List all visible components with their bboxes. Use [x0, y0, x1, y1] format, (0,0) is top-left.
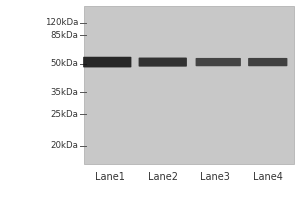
Text: Lane1: Lane1 [95, 172, 125, 182]
Text: Lane2: Lane2 [148, 172, 178, 182]
FancyBboxPatch shape [248, 58, 287, 66]
Text: 85kDa: 85kDa [50, 31, 78, 40]
Text: 35kDa: 35kDa [50, 88, 78, 97]
FancyBboxPatch shape [196, 58, 241, 66]
Text: Lane4: Lane4 [253, 172, 283, 182]
FancyBboxPatch shape [83, 57, 131, 67]
Text: 20kDa: 20kDa [50, 141, 78, 150]
Text: 120kDa: 120kDa [45, 18, 78, 27]
FancyBboxPatch shape [139, 58, 187, 67]
Text: Lane3: Lane3 [200, 172, 230, 182]
Bar [84, 6, 294, 164]
Text: 25kDa: 25kDa [50, 110, 78, 119]
Text: 50kDa: 50kDa [50, 59, 78, 68]
